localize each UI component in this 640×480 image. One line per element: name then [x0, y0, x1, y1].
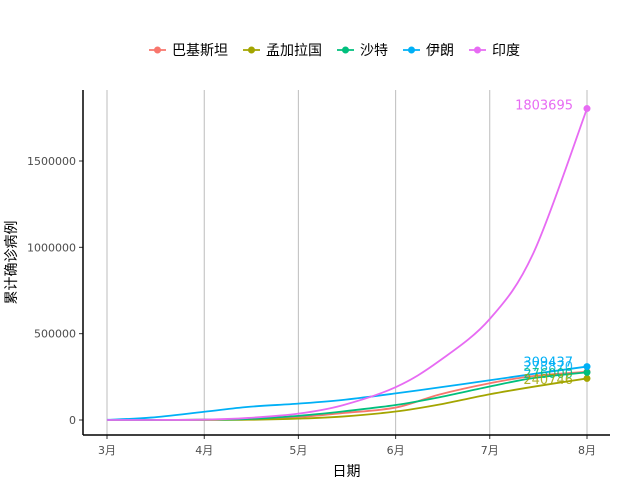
y-axis-title: 累计确诊病例: [4, 221, 20, 305]
series-line: [106, 108, 588, 421]
legend-label: 巴基斯坦: [172, 42, 228, 59]
legend-item: 印度: [469, 43, 520, 59]
legend-key-point: [342, 46, 349, 54]
series-line: [106, 370, 588, 421]
legend-label: 孟加拉国: [266, 43, 322, 59]
axes: 3月 4月 5月 6月 7月 8月 0 500000 1000000 1500000: [27, 90, 610, 457]
end-value-label: 278870: [523, 360, 573, 375]
legend-key-point: [248, 46, 255, 54]
x-tick-label: 3月: [98, 444, 116, 457]
series-line: [106, 365, 588, 421]
y-tick-label: 500000: [34, 328, 76, 341]
legend: 巴基斯坦 孟加拉国 沙特 伊朗 印度: [149, 42, 520, 59]
legend-key-point: [474, 46, 481, 54]
x-tick-label: 4月: [195, 444, 213, 457]
y-tick-label: 0: [69, 414, 76, 427]
legend-label: 沙特: [360, 43, 388, 59]
x-tick-label: 6月: [387, 444, 405, 457]
grid: [106, 90, 588, 435]
series-end-point: [583, 368, 591, 376]
legend-key-point: [154, 46, 161, 54]
series-end-point: [583, 105, 591, 113]
legend-label: 印度: [492, 43, 520, 59]
end-value-label: 276000: [523, 367, 573, 382]
x-axis-title: 日期: [333, 464, 361, 480]
legend-key-point: [408, 46, 415, 54]
legend-item: 巴基斯坦: [149, 42, 228, 59]
y-tick-label: 1000000: [27, 241, 76, 254]
legend-item: 孟加拉国: [243, 43, 322, 59]
x-tick-label: 5月: [289, 444, 307, 457]
series-end-point: [583, 374, 591, 382]
x-tick-label: 8月: [578, 444, 596, 457]
end-value-label: 1803695: [515, 99, 573, 114]
end-value-label: 240746: [523, 373, 573, 388]
legend-label: 伊朗: [426, 43, 454, 59]
series-end-point: [583, 363, 591, 371]
series-lines: [106, 105, 591, 421]
x-tick-label: 7月: [481, 444, 499, 457]
legend-item: 伊朗: [403, 43, 454, 59]
end-value-label: 309437: [523, 356, 573, 371]
y-tick-label: 1500000: [27, 155, 76, 168]
legend-item: 沙特: [337, 43, 388, 59]
